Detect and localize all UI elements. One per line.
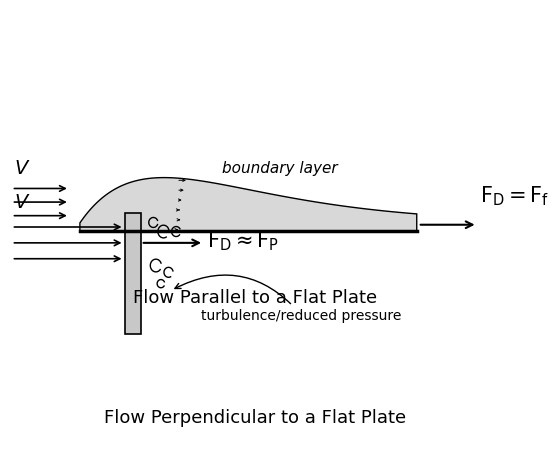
Text: Flow Parallel to a Flat Plate: Flow Parallel to a Flat Plate: [133, 288, 377, 307]
Bar: [125, 214, 140, 334]
Text: $\mathsf{F_D}$$\mathsf{\approx F_P}$: $\mathsf{F_D}$$\mathsf{\approx F_P}$: [206, 229, 279, 253]
Text: V: V: [14, 193, 27, 212]
Text: Flow Perpendicular to a Flat Plate: Flow Perpendicular to a Flat Plate: [104, 409, 406, 426]
Text: turbulence/reduced pressure: turbulence/reduced pressure: [175, 275, 402, 323]
Text: V: V: [14, 159, 27, 178]
Text: boundary layer: boundary layer: [222, 161, 338, 176]
Text: $\mathsf{F_D}$$\mathsf{= F_f}$: $\mathsf{F_D}$$\mathsf{= F_f}$: [480, 184, 549, 207]
Polygon shape: [80, 178, 417, 232]
